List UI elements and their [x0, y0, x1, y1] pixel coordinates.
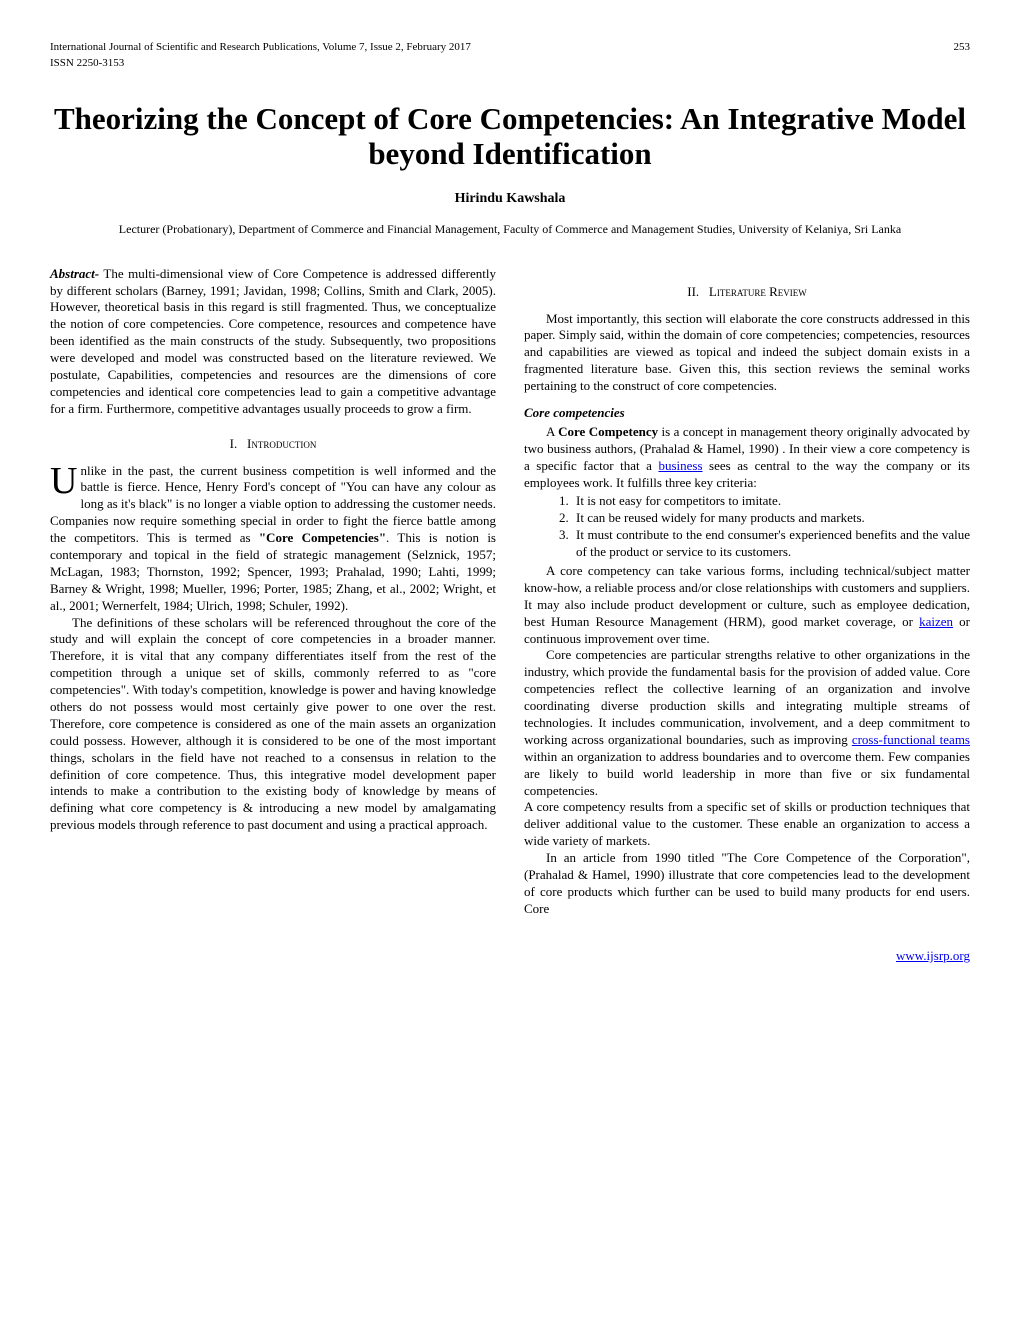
issn-line: ISSN 2250-3153: [50, 56, 970, 70]
two-column-body: Abstract- The multi-dimensional view of …: [50, 266, 970, 918]
intro-paragraph-1: Unlike in the past, the current business…: [50, 463, 496, 615]
abstract-paragraph: Abstract- The multi-dimensional view of …: [50, 266, 496, 418]
cc-p1-before: A: [546, 424, 558, 439]
cross-functional-link[interactable]: cross-functional teams: [852, 732, 970, 747]
cc-paragraph-3: Core competencies are particular strengt…: [524, 647, 970, 799]
section-title: Literature Review: [709, 284, 807, 299]
intro-paragraph-2: The definitions of these scholars will b…: [50, 615, 496, 835]
paper-title: Theorizing the Concept of Core Competenc…: [50, 101, 970, 172]
list-item: It must contribute to the end consumer's…: [572, 527, 970, 561]
section-number: I.: [230, 436, 238, 451]
page-header: International Journal of Scientific and …: [50, 40, 970, 54]
footer-url-link[interactable]: www.ijsrp.org: [896, 948, 970, 963]
cc-p1-bold: Core Competency: [558, 424, 658, 439]
left-column: Abstract- The multi-dimensional view of …: [50, 266, 496, 918]
lit-review-p1: Most importantly, this section will elab…: [524, 311, 970, 395]
kaizen-link[interactable]: kaizen: [919, 614, 953, 629]
cc-paragraph-4: A core competency results from a specifi…: [524, 799, 970, 850]
cc-p2-before: A core competency can take various forms…: [524, 563, 970, 629]
section-number: II.: [687, 284, 699, 299]
list-item: It is not easy for competitors to imitat…: [572, 493, 970, 510]
cc-paragraph-2: A core competency can take various forms…: [524, 563, 970, 647]
journal-info: International Journal of Scientific and …: [50, 40, 471, 54]
footer: www.ijsrp.org: [50, 948, 970, 965]
list-item: It can be reused widely for many product…: [572, 510, 970, 527]
author-affiliation: Lecturer (Probationary), Department of C…: [50, 222, 970, 238]
intro-p1-bold: "Core Competencies": [259, 530, 386, 545]
page-number: 253: [954, 40, 971, 54]
cc-paragraph-5: In an article from 1990 titled "The Core…: [524, 850, 970, 918]
business-link[interactable]: business: [658, 458, 702, 473]
right-column: II. Literature Review Most importantly, …: [524, 266, 970, 918]
cc-paragraph-1: A Core Competency is a concept in manage…: [524, 424, 970, 492]
abstract-text: The multi-dimensional view of Core Compe…: [50, 266, 496, 416]
section-2-heading: II. Literature Review: [524, 284, 970, 301]
cc-p3-after: within an organization to address bounda…: [524, 749, 970, 798]
abstract-label: Abstract-: [50, 266, 99, 281]
section-1-heading: I. Introduction: [50, 436, 496, 453]
section-title: Introduction: [247, 436, 316, 451]
author-name: Hirindu Kawshala: [50, 190, 970, 208]
subsection-core-competencies: Core competencies: [524, 405, 970, 422]
criteria-list: It is not easy for competitors to imitat…: [572, 493, 970, 561]
